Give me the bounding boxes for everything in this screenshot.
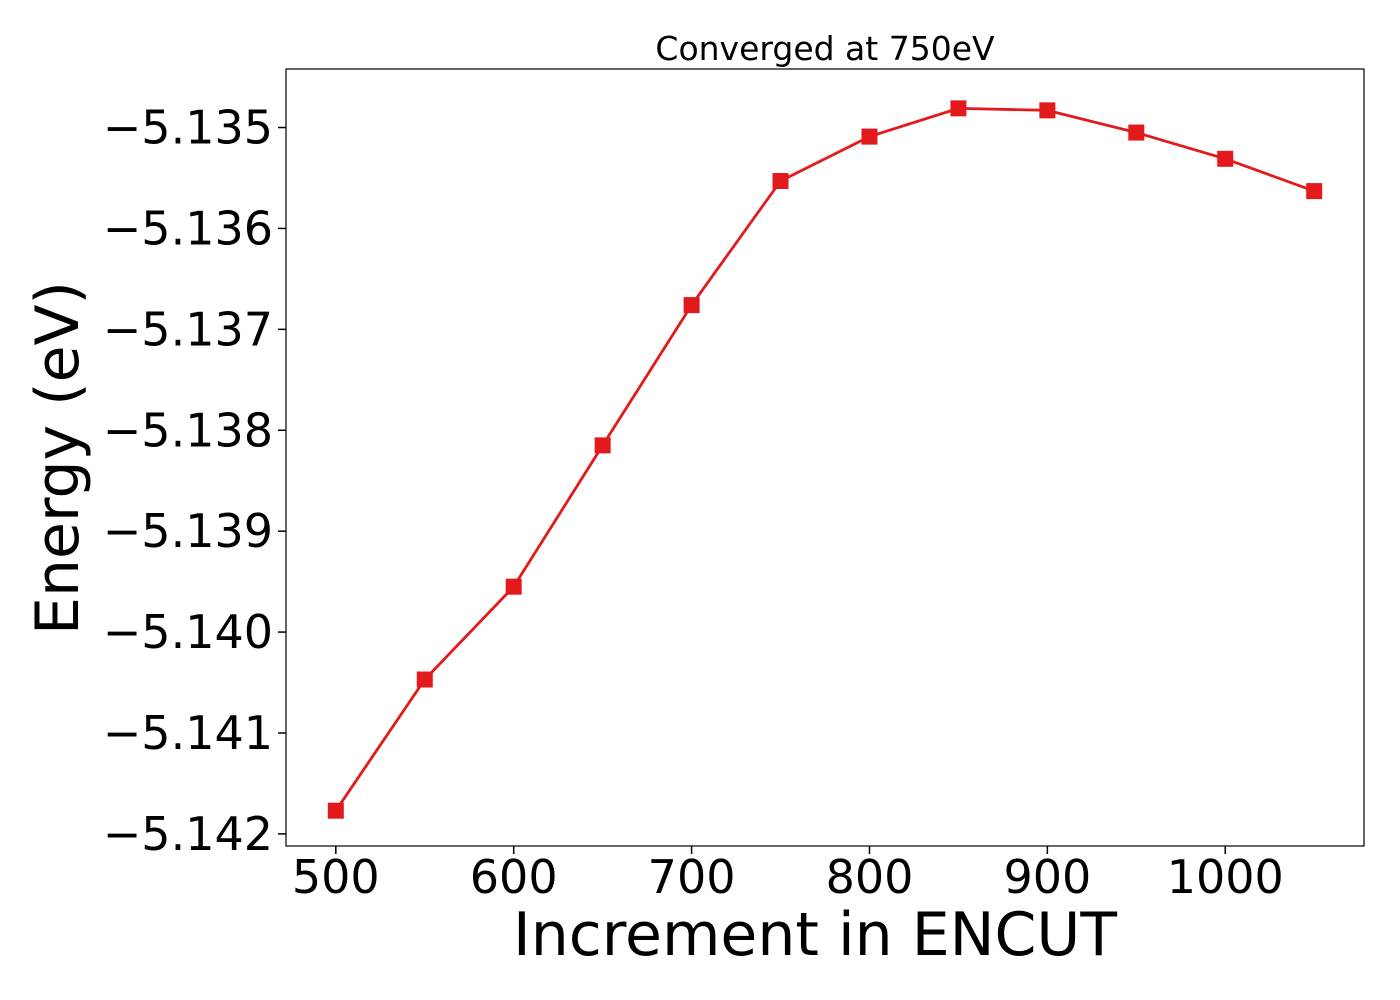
y-axis: −5.135 −5.136 −5.137 −5.138 −5.139 −5.140 −5.1… [103, 101, 286, 861]
x-tick-label: 500 [292, 850, 380, 904]
x-axis: 500 600 700 800 900 1000 [292, 846, 1284, 904]
x-tick-label: 600 [470, 850, 558, 904]
data-point [505, 578, 522, 595]
x-axis-label: Increment in ENCUT [513, 900, 1117, 970]
energy-line [334, 106, 1316, 813]
y-tick-label: −5.139 [103, 504, 273, 558]
data-point [683, 297, 700, 314]
data-point [950, 100, 967, 117]
y-tick-label: −5.142 [103, 807, 273, 861]
x-tick-label: 800 [826, 850, 914, 904]
x-tick-label: 1000 [1167, 850, 1284, 904]
data-point [1128, 124, 1145, 141]
data-point [772, 173, 789, 190]
data-point [1039, 102, 1056, 119]
y-axis-label: Energy (eV) [23, 281, 93, 635]
data-point [594, 437, 611, 454]
data-point [1217, 150, 1234, 167]
y-tick-label: −5.140 [103, 605, 273, 659]
y-tick-label: −5.141 [103, 706, 273, 760]
y-tick-label: −5.136 [103, 201, 273, 255]
chart-title: Converged at 750eV [655, 29, 995, 68]
series-layer [327, 100, 1323, 819]
y-tick-label: −5.138 [103, 403, 273, 457]
x-tick-label: 700 [648, 850, 736, 904]
data-point [861, 128, 878, 145]
data-point [327, 802, 344, 819]
data-point [1306, 183, 1323, 200]
y-tick-label: −5.135 [103, 101, 273, 155]
data-point [416, 671, 433, 688]
plot-area-frame [285, 68, 1365, 847]
x-tick-label: 900 [1003, 850, 1091, 904]
y-tick-label: −5.137 [103, 302, 273, 356]
